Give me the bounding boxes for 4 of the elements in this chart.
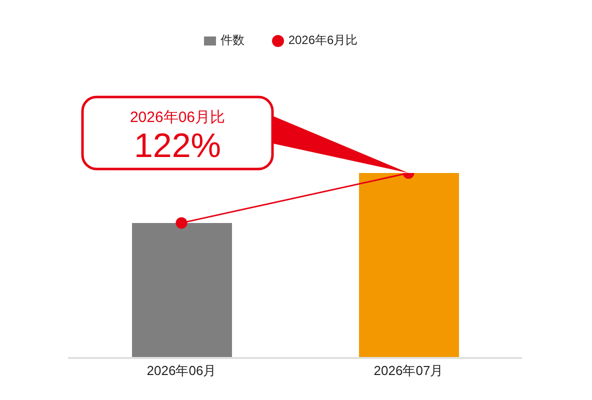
legend-label: 2026年6月比 <box>288 33 358 47</box>
x-tick-label: 2026年07月 <box>374 363 444 378</box>
legend-label: 件数 <box>220 33 244 47</box>
x-tick-label: 2026年06月 <box>146 363 216 378</box>
